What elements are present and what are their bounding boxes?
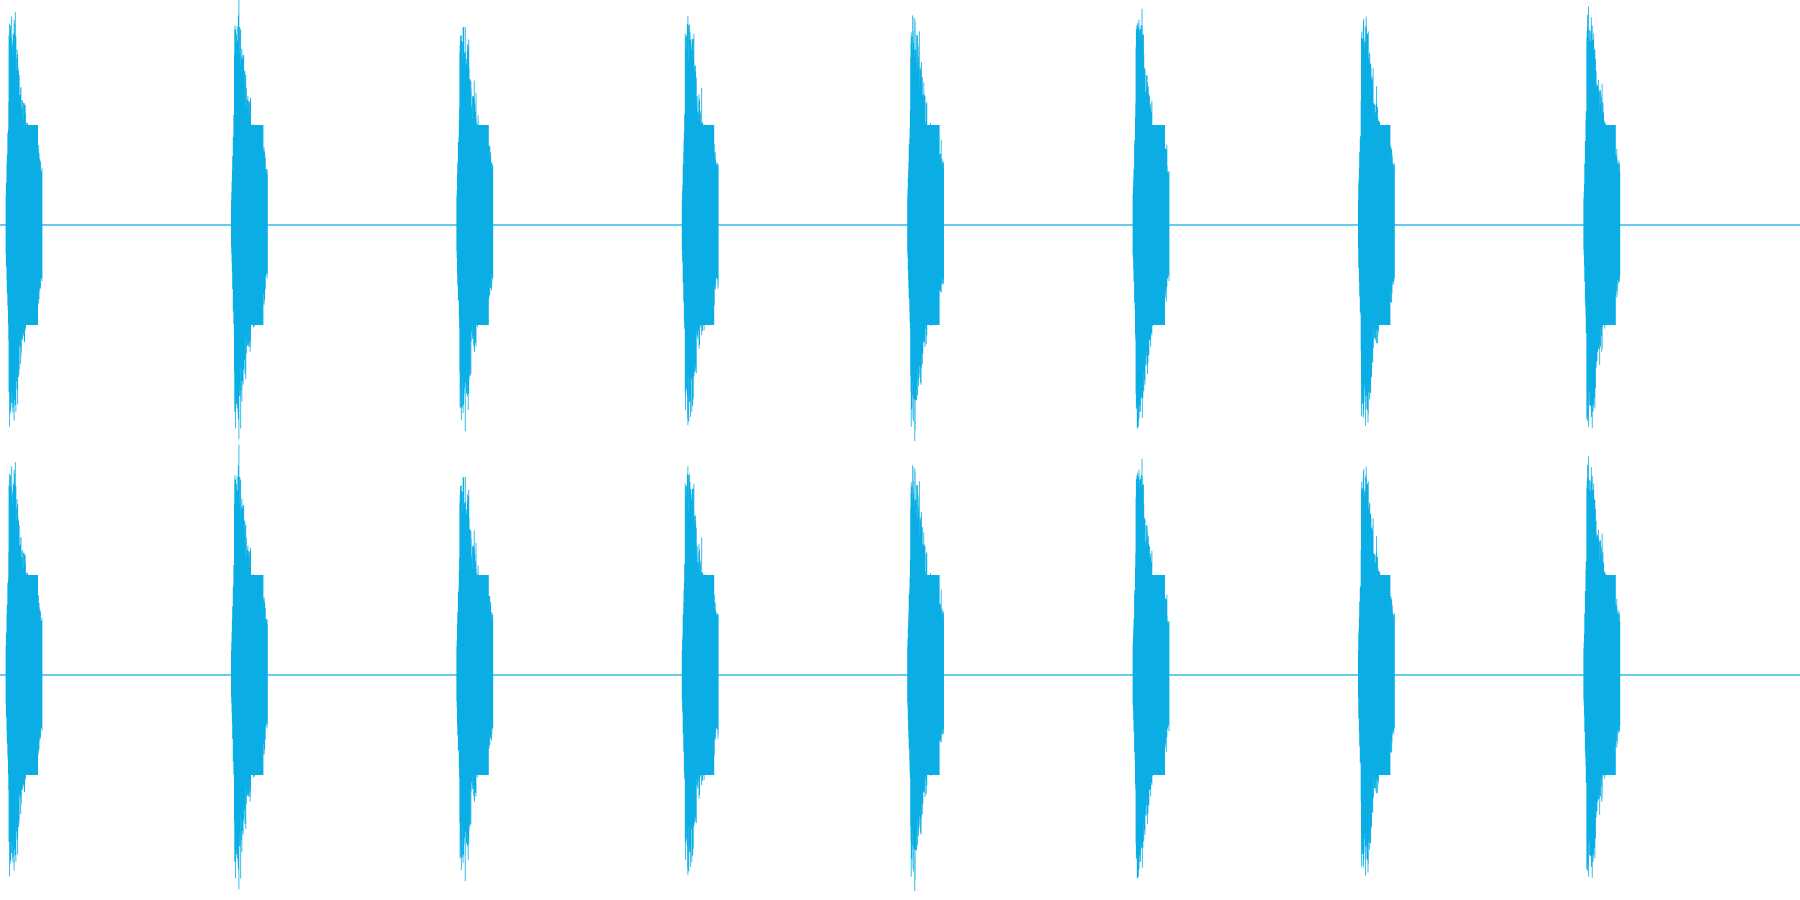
waveform-core: [1587, 575, 1616, 775]
waveform-core: [10, 575, 38, 775]
channel-2: [0, 444, 1800, 892]
channel-1: [0, 0, 1800, 442]
waveform-core: [1587, 125, 1616, 325]
waveform-core: [460, 125, 489, 325]
waveform-core: [686, 575, 715, 775]
waveform-core: [235, 575, 264, 775]
waveform-core: [1362, 125, 1391, 325]
waveform-core: [1362, 575, 1391, 775]
waveform-core: [235, 125, 264, 325]
waveform-core: [1137, 125, 1165, 325]
waveform-core: [1137, 575, 1165, 775]
waveform-core: [911, 575, 940, 775]
waveform-core: [686, 125, 715, 325]
waveform-core: [10, 125, 38, 325]
waveform-core: [911, 125, 940, 325]
waveform-core: [460, 575, 489, 775]
